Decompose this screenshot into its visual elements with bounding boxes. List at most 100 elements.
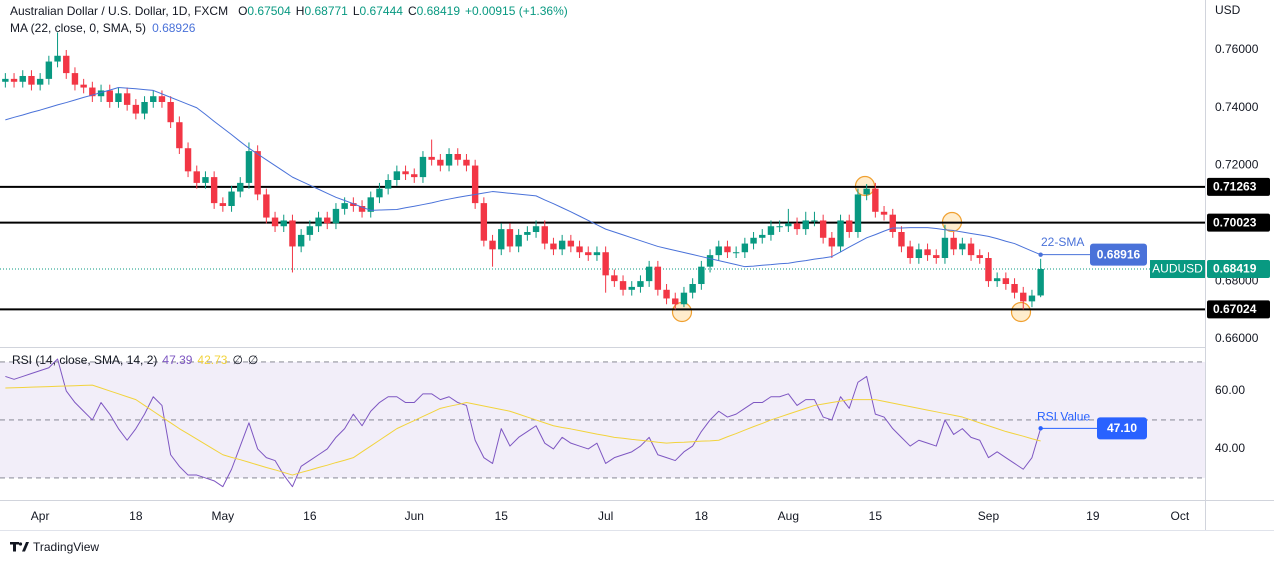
candle-body bbox=[1028, 295, 1036, 302]
candle-body bbox=[741, 243, 749, 253]
candle-body bbox=[941, 237, 949, 259]
ohlc-letter: C bbox=[408, 4, 417, 18]
candle-body bbox=[898, 232, 905, 247]
candle-body bbox=[402, 171, 409, 175]
candle-body bbox=[454, 153, 461, 160]
candle-body bbox=[593, 252, 601, 256]
candle-body bbox=[123, 93, 131, 105]
candle-body bbox=[254, 151, 261, 195]
candle-body bbox=[2, 78, 9, 82]
candle-body bbox=[158, 96, 166, 102]
line-series bbox=[5, 358, 1042, 488]
candle-body bbox=[341, 203, 348, 209]
level-label: 0.71263 bbox=[1213, 180, 1257, 194]
candle-body bbox=[872, 188, 879, 212]
candle-body bbox=[950, 237, 957, 250]
level-label-box bbox=[1207, 300, 1270, 319]
y-tick-label: 0.74000 bbox=[1215, 100, 1259, 114]
logo-mark bbox=[10, 542, 29, 552]
candle-body bbox=[663, 289, 670, 299]
candle-body bbox=[471, 165, 479, 204]
candle-body bbox=[785, 223, 792, 227]
candle-body bbox=[419, 156, 427, 178]
last-price-label: 0.68419 bbox=[1213, 262, 1257, 276]
rsi-label: 47.10 bbox=[1107, 421, 1137, 435]
candle-body bbox=[384, 180, 392, 189]
highlight-circle bbox=[1010, 301, 1032, 323]
candle-body bbox=[698, 266, 705, 285]
candle-body bbox=[36, 78, 44, 85]
candle-body bbox=[306, 226, 314, 235]
candle-body bbox=[358, 206, 366, 212]
candle-body bbox=[228, 191, 235, 207]
x-tick-label: 18 bbox=[129, 509, 143, 523]
line-series bbox=[5, 87, 1041, 268]
candle-body bbox=[280, 220, 287, 227]
ohlc-letter: L bbox=[353, 4, 360, 18]
candle-body bbox=[585, 252, 592, 256]
candle-body bbox=[915, 249, 923, 259]
symbol-label-box bbox=[1150, 260, 1205, 279]
rsi-legend-value: 47.39 bbox=[162, 353, 192, 367]
candle-body bbox=[297, 234, 305, 247]
x-tick-label: Jul bbox=[598, 509, 613, 523]
candle-body bbox=[89, 87, 96, 97]
candle-body bbox=[80, 84, 87, 88]
logo-dot bbox=[18, 542, 23, 546]
last-price-box bbox=[1207, 260, 1270, 279]
candle-body bbox=[350, 203, 357, 207]
candle-body bbox=[167, 101, 174, 123]
candle-body bbox=[97, 90, 105, 97]
candle-body bbox=[193, 171, 200, 183]
x-tick-label: 15 bbox=[495, 509, 509, 523]
y-tick-label: 60.00 bbox=[1215, 383, 1245, 397]
x-tick-label: Sep bbox=[978, 509, 1000, 523]
candle-body bbox=[611, 275, 618, 282]
candle-body bbox=[863, 188, 870, 195]
candle-body bbox=[1020, 292, 1027, 302]
change-value: +0.00915 (+1.36%) bbox=[465, 4, 568, 18]
candle-body bbox=[1037, 269, 1044, 296]
y-tick-label: 40.00 bbox=[1215, 441, 1245, 455]
x-tick-label: Aug bbox=[778, 509, 799, 523]
candle-body bbox=[1002, 278, 1010, 285]
rsi-legend-value: ∅ bbox=[248, 353, 258, 367]
candle-body bbox=[437, 159, 444, 166]
candle-body bbox=[637, 281, 644, 287]
ma-legend: MA (22, close, 0, SMA, 5) 0.68926 bbox=[10, 21, 196, 35]
candle-body bbox=[689, 284, 696, 293]
candle-body bbox=[724, 246, 731, 253]
level-label: 0.67024 bbox=[1213, 302, 1257, 316]
ma-label-box bbox=[1090, 243, 1147, 266]
rsi-legend-value: 42.73 bbox=[197, 353, 227, 367]
candle-body bbox=[245, 151, 253, 183]
y-tick-label: 0.72000 bbox=[1215, 158, 1259, 172]
candle-body bbox=[567, 240, 575, 247]
candle-body bbox=[115, 93, 122, 102]
level-label-box bbox=[1207, 213, 1270, 232]
candle-body bbox=[993, 278, 1001, 282]
ohlc-value: 0.67504 bbox=[247, 4, 291, 18]
ohlc-letter: H bbox=[296, 4, 305, 18]
candle-body bbox=[237, 182, 244, 192]
ma-annotation: 22-SMA bbox=[1041, 235, 1084, 249]
tradingview-logo bbox=[10, 542, 29, 552]
candle-body bbox=[602, 252, 609, 276]
candle-body bbox=[315, 217, 322, 227]
x-tick-label: Jun bbox=[405, 509, 424, 523]
candle-body bbox=[654, 266, 662, 290]
candle-body bbox=[524, 232, 531, 235]
ma-legend-value: 0.68926 bbox=[152, 21, 196, 35]
candle-body bbox=[793, 223, 801, 230]
x-tick-label: 19 bbox=[1086, 509, 1100, 523]
candle-body bbox=[776, 226, 783, 228]
candle-body bbox=[150, 96, 157, 102]
candle-body bbox=[924, 249, 931, 256]
candle-body bbox=[976, 255, 983, 259]
candle-body bbox=[750, 237, 757, 244]
level-label-box bbox=[1207, 177, 1270, 196]
candle-body bbox=[463, 159, 470, 166]
candle-body bbox=[628, 286, 635, 290]
candle-body bbox=[906, 246, 914, 259]
rsi-legend-name: RSI (14, close, SMA, 14, 2) bbox=[12, 353, 157, 367]
